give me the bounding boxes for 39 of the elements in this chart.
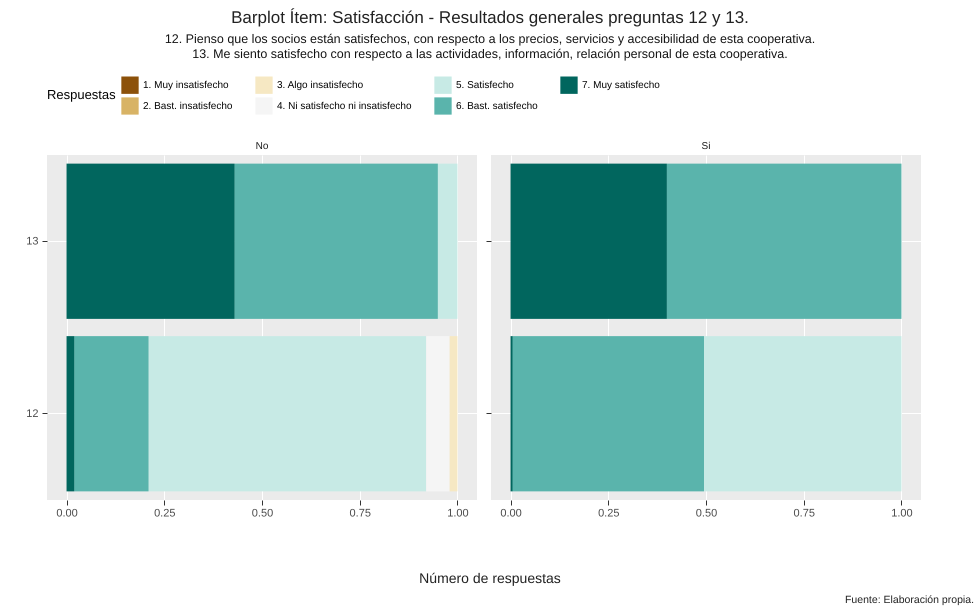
- bar: [438, 164, 458, 319]
- chart-title: Si: [702, 141, 710, 152]
- legend-label: 7. Muy satisfecho: [582, 80, 660, 92]
- y-tick-label: 12: [26, 408, 38, 420]
- x-tick-label: 0.75: [794, 508, 815, 520]
- x-tick-label: 0.75: [350, 508, 371, 520]
- bar: [66, 336, 74, 492]
- bar: [234, 164, 438, 319]
- legend-label: 5. Satisfecho: [456, 80, 514, 92]
- legend-label: 4. Ni satisfecho ni insatisfecho: [277, 101, 412, 112]
- text: 12. Pienso que los socios están satisfechos, con respecto a los precios, servicios y accesibilidad de esta cooperativa.: [164, 32, 816, 47]
- y-tick-label: 13: [26, 235, 38, 248]
- x-tick-label: 1.00: [891, 508, 913, 520]
- x-tick-label: 1.00: [447, 508, 469, 520]
- legend-label: 6. Bast. satisfecho: [456, 101, 538, 112]
- bar: [450, 336, 458, 492]
- legend-label: 3. Algo insatisfecho: [277, 80, 364, 92]
- bar: [512, 336, 704, 492]
- x-tick-label: 0.00: [56, 508, 78, 520]
- bar: [148, 336, 426, 492]
- bar: [426, 336, 450, 492]
- x-axis-title: Número de respuestas: [418, 570, 562, 586]
- legend-title: Respuestas: [47, 87, 116, 102]
- x-tick-label: 0.25: [154, 508, 176, 520]
- legend-label: 1. Muy insatisfecho: [143, 80, 230, 92]
- x-tick-label: 0.50: [252, 508, 274, 520]
- bar: [510, 164, 667, 319]
- x-tick-label: 0.25: [598, 508, 620, 520]
- chart-title: No: [256, 141, 269, 152]
- legend-label: 2. Bast. insatisfecho: [143, 101, 233, 112]
- x-tick-label: 0.00: [500, 508, 522, 520]
- bar: [66, 164, 235, 319]
- text: 13. Me siento satisfecho con respecto a las actividades, información, relación personal de esta cooperativa.: [191, 47, 789, 62]
- source-note: Fuente: Elaboración propia.: [845, 594, 974, 606]
- bar: [74, 336, 149, 492]
- text: Barplot Ítem: Satisfacción - Resultados generales preguntas 12 y 13.: [230, 8, 750, 28]
- x-tick-label: 0.50: [696, 508, 718, 520]
- bar: [666, 164, 902, 319]
- bar: [704, 336, 902, 492]
